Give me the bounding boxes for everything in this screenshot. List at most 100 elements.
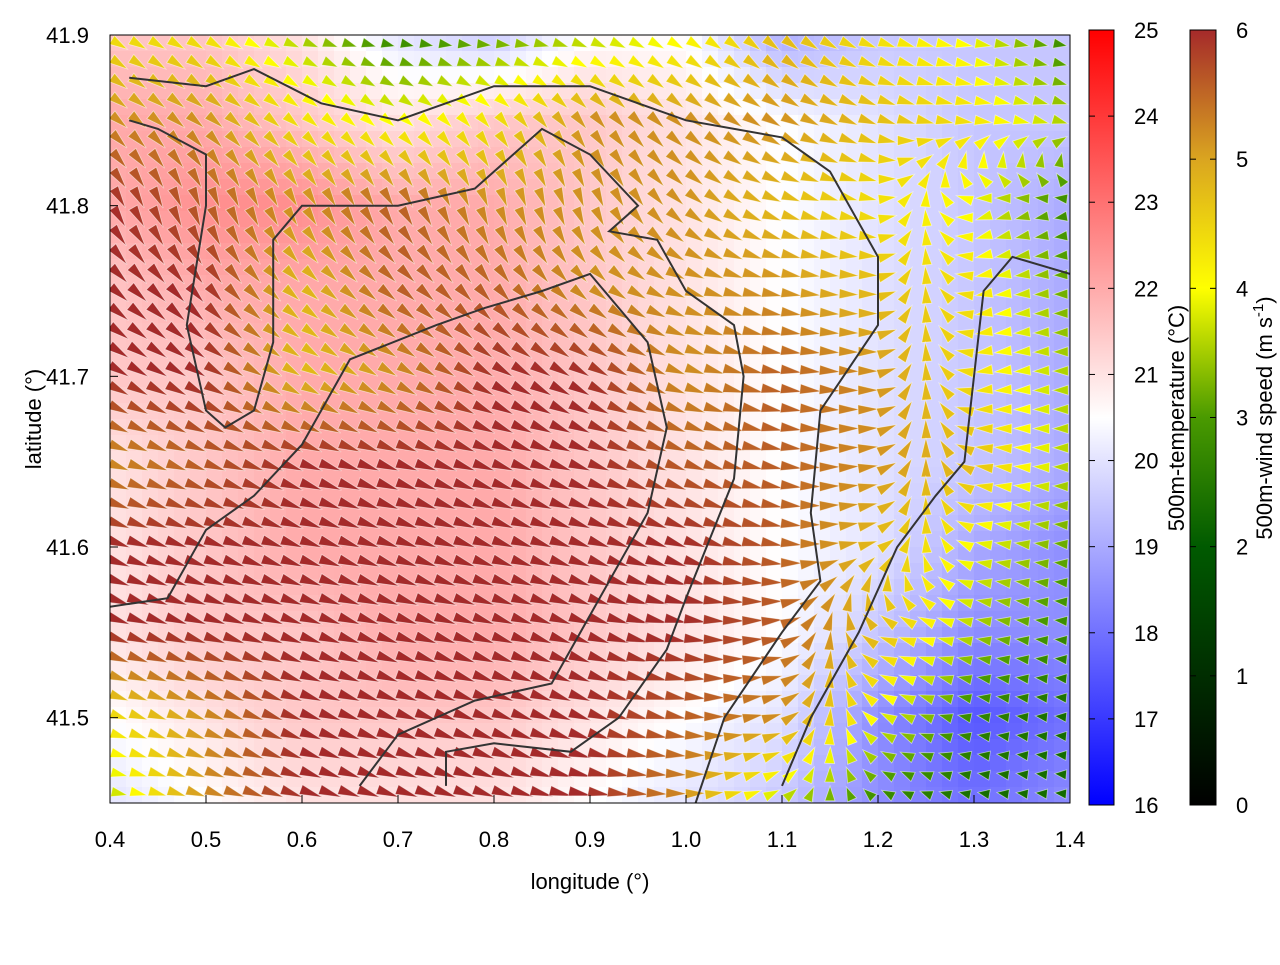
wind-arrow (953, 134, 974, 151)
heatmap-cell (1022, 147, 1039, 164)
wind-arrow (742, 752, 764, 764)
wind-arrow (165, 688, 188, 702)
wind-arrow (360, 37, 378, 48)
wind-arrow (972, 443, 994, 455)
wind-arrow (664, 304, 687, 318)
wind-arrow (741, 324, 764, 336)
wind-arrow (779, 634, 802, 650)
wind-arrow (531, 243, 549, 265)
wind-arrow (203, 746, 226, 759)
wind-arrow (823, 648, 835, 670)
wind-arrow (528, 418, 553, 434)
wind-arrow (336, 784, 362, 798)
heatmap-cell (590, 563, 607, 580)
wind-arrow (1013, 229, 1032, 241)
wind-arrow (356, 688, 381, 702)
wind-arrow (298, 476, 323, 491)
wind-arrow (779, 672, 801, 689)
wind-arrow (317, 476, 342, 491)
wind-arrow (260, 630, 285, 645)
wind-arrow (606, 727, 630, 740)
wind-arrow (760, 440, 784, 452)
wind-arrow (702, 458, 726, 471)
wind-arrow (992, 462, 1013, 474)
wind-arrow (416, 148, 434, 169)
wind-arrow (241, 784, 265, 798)
wind-arrow (145, 438, 169, 453)
wind-arrow (509, 553, 534, 568)
wind-arrow (1052, 37, 1069, 49)
wind-arrow (760, 421, 784, 432)
wind-arrow (375, 688, 400, 702)
wind-arrow (356, 399, 379, 415)
wind-arrow (260, 726, 284, 740)
heatmap-cell (830, 579, 847, 596)
wind-arrow (110, 669, 130, 683)
wind-arrow (413, 630, 438, 645)
wind-arrow (281, 73, 301, 89)
wind-arrow (511, 282, 531, 303)
wind-arrow (260, 649, 285, 664)
wind-arrow (994, 597, 1012, 609)
wind-arrow (607, 91, 627, 110)
wind-arrow (550, 54, 570, 69)
wind-arrow (625, 496, 649, 510)
wind-arrow (260, 745, 284, 760)
wind-arrow (300, 263, 320, 283)
wind-arrow (780, 170, 801, 184)
wind-arrow (415, 243, 434, 265)
wind-arrow (184, 746, 207, 759)
wind-arrow (644, 612, 669, 624)
wind-arrow (528, 360, 553, 378)
wind-arrow (416, 205, 433, 227)
wind-arrow (876, 348, 898, 361)
wind-arrow (358, 205, 376, 227)
wind-arrow (300, 129, 320, 149)
wind-arrow (282, 54, 302, 69)
wind-arrow (606, 341, 629, 358)
wind-arrow (241, 438, 265, 453)
wind-arrow (915, 56, 937, 67)
wind-arrow (1034, 730, 1049, 743)
wind-arrow (279, 534, 304, 549)
wind-arrow (625, 284, 648, 300)
wind-arrow (837, 540, 860, 552)
x-tick-label: 1.4 (1055, 827, 1086, 852)
wind-arrow (166, 223, 184, 247)
wind-arrow (567, 785, 592, 797)
wind-arrow (1011, 135, 1030, 151)
wind-arrow (473, 92, 493, 109)
wind-arrow (799, 92, 820, 108)
wind-arrow (664, 361, 687, 376)
wind-arrow (845, 687, 858, 709)
wind-arrow (975, 693, 992, 705)
wind-arrow (876, 329, 898, 342)
x-axis: 0.4 0.5 0.6 0.7 0.8 0.9 1.0 1.1 1.2 1.3 1.4 (95, 795, 1086, 852)
wind-arrow (493, 92, 512, 109)
wind-arrow (298, 668, 323, 683)
heatmap-cell (830, 547, 847, 564)
wind-arrow (880, 789, 897, 802)
wind-arrow (838, 54, 860, 69)
wind-arrow (819, 248, 840, 260)
wind-arrow (819, 306, 841, 318)
wind-arrow (378, 92, 397, 108)
wind-arrow (452, 784, 477, 798)
wind-arrow (1053, 692, 1068, 704)
wind-arrow (413, 534, 438, 549)
wind-arrow (799, 287, 821, 299)
wind-arrow (164, 515, 189, 529)
wind-arrow (957, 789, 972, 801)
wind-arrow (356, 553, 381, 568)
wind-arrow (356, 707, 381, 721)
wind-arrow (494, 186, 508, 208)
wind-arrow (993, 229, 1013, 241)
wind-arrow (185, 35, 206, 51)
wind-arrow (475, 56, 494, 67)
wind-arrow (937, 324, 956, 344)
wind-arrow (128, 785, 149, 797)
wind-arrow (1053, 673, 1068, 685)
wind-arrow (955, 520, 976, 534)
wind-arrow (626, 264, 647, 282)
wind-arrow (126, 496, 150, 510)
